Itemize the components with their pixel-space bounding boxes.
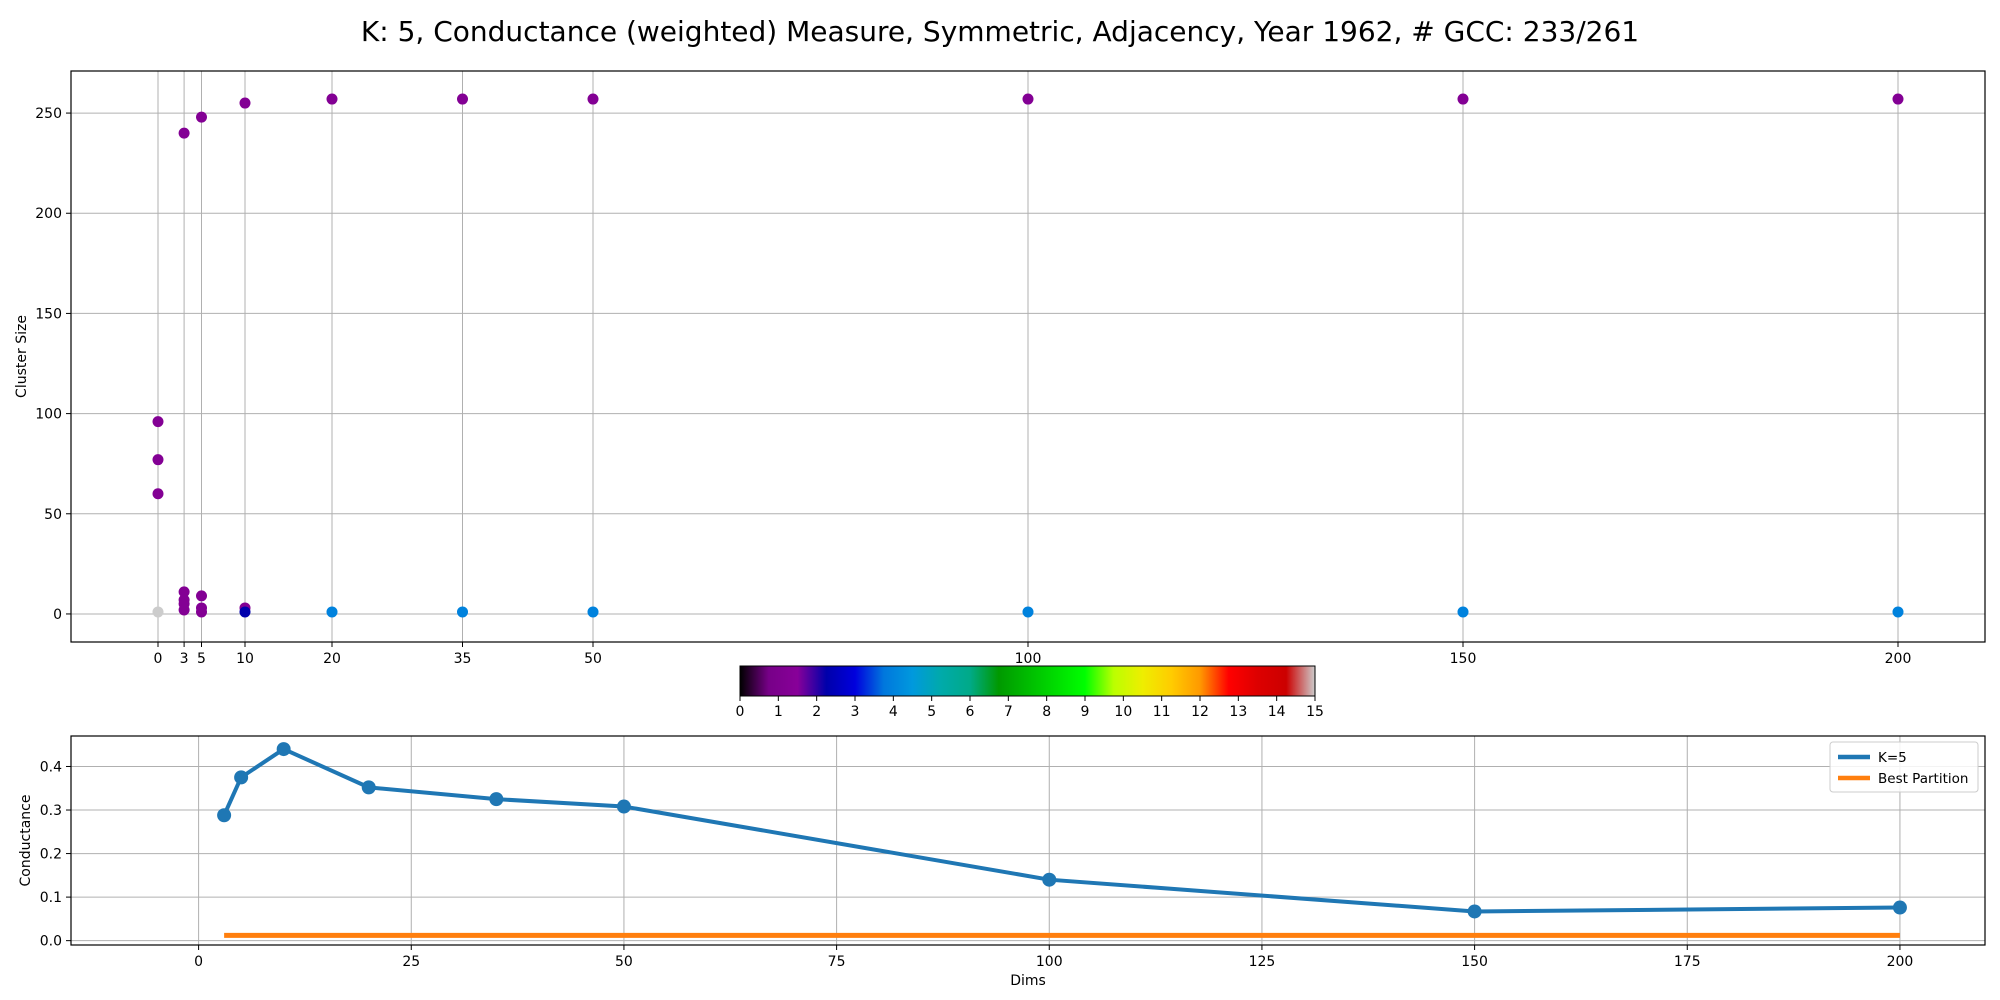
scatter-point — [196, 112, 207, 123]
colorbar: 0 1 2 3 4 5 6 7 8 9 10 11 12 13 14 15 — [736, 666, 1324, 720]
series-marker — [217, 808, 231, 822]
y-tick-label: 100 — [35, 407, 62, 423]
scatter-point — [1458, 94, 1469, 105]
legend-label: K=5 — [1878, 750, 1907, 766]
plot-frame — [71, 736, 1985, 945]
conductance-panel: 0 25 50 75 100 125 150 175 200 0.0 0.1 0.2 0.3 0.4 Dim… — [18, 736, 1985, 989]
x-tick-label: 25 — [402, 954, 420, 970]
cluster-size-panel: 0 3 5 10 20 35 50 100 150 200 0 50 100 150 200 250 Clust… — [14, 71, 1985, 667]
scatter-point — [179, 604, 190, 615]
legend: K=5 Best Partition — [1830, 742, 1978, 792]
x-tick-label: 150 — [1450, 651, 1477, 667]
x-tick-label: 175 — [1674, 954, 1701, 970]
x-tick-label: 75 — [828, 954, 846, 970]
scatter-point — [588, 94, 599, 105]
x-tick-label: 200 — [1887, 954, 1914, 970]
scatter-point — [1023, 606, 1034, 617]
x-tick-label: 5 — [197, 651, 206, 667]
series-marker — [617, 800, 631, 814]
series-marker — [1893, 901, 1907, 915]
y-axis-label: Cluster Size — [14, 315, 30, 398]
colorbar-tick-label: 7 — [1004, 704, 1013, 720]
scatter-point — [327, 94, 338, 105]
scatter-point — [153, 454, 164, 465]
y-tick-label: 0.0 — [40, 934, 62, 950]
scatter-point — [1893, 606, 1904, 617]
colorbar-tick-label: 4 — [889, 704, 898, 720]
y-tick-label: 0.2 — [40, 847, 62, 863]
colorbar-tick-label: 11 — [1153, 704, 1171, 720]
colorbar-tick-label: 13 — [1229, 704, 1247, 720]
x-tick-label: 50 — [584, 651, 602, 667]
x-tick-label: 100 — [1015, 651, 1042, 667]
x-tick-label: 150 — [1461, 954, 1488, 970]
colorbar-tick-label: 2 — [812, 704, 821, 720]
x-tick-label: 100 — [1036, 954, 1063, 970]
y-tick-label: 150 — [35, 306, 62, 322]
colorbar-tick-label: 0 — [736, 704, 745, 720]
scatter-point — [179, 128, 190, 139]
colorbar-tick-label: 10 — [1114, 704, 1132, 720]
series-line — [224, 749, 1900, 911]
colorbar-tick-label: 5 — [927, 704, 936, 720]
y-tick-label: 200 — [35, 206, 62, 222]
scatter-point — [240, 98, 251, 109]
chart-title: K: 5, Conductance (weighted) Measure, Sy… — [361, 15, 1639, 48]
scatter-point — [457, 606, 468, 617]
scatter-point — [196, 606, 207, 617]
series-marker — [1042, 873, 1056, 887]
colorbar-tick-label: 1 — [774, 704, 783, 720]
scatter-point — [153, 606, 164, 617]
series-marker — [277, 742, 291, 756]
scatter-point — [457, 94, 468, 105]
x-tick-label: 0 — [154, 651, 163, 667]
scatter-point — [153, 416, 164, 427]
colorbar-tick-label: 9 — [1081, 704, 1090, 720]
colorbar-tick-label: 6 — [966, 704, 975, 720]
scatter-point — [588, 606, 599, 617]
y-tick-label: 250 — [35, 106, 62, 122]
x-tick-label: 200 — [1885, 651, 1912, 667]
x-tick-label: 20 — [323, 651, 341, 667]
colorbar-tick-label: 8 — [1042, 704, 1051, 720]
scatter-point — [327, 606, 338, 617]
series-marker — [362, 780, 376, 794]
y-tick-label: 50 — [44, 507, 62, 523]
legend-label: Best Partition — [1878, 771, 1968, 787]
scatter-point — [1023, 94, 1034, 105]
scatter-point — [1458, 606, 1469, 617]
series-marker — [1468, 904, 1482, 918]
colorbar-tick-label: 14 — [1268, 704, 1286, 720]
x-tick-label: 125 — [1249, 954, 1276, 970]
series-marker — [234, 770, 248, 784]
y-tick-label: 0.4 — [40, 759, 62, 775]
scatter-point — [153, 488, 164, 499]
colorbar-tick-label: 15 — [1306, 704, 1324, 720]
colorbar-gradient — [740, 666, 1315, 696]
scatter-point — [240, 606, 251, 617]
y-tick-label: 0.3 — [40, 803, 62, 819]
x-tick-label: 35 — [454, 651, 472, 667]
colorbar-tick-label: 3 — [851, 704, 860, 720]
x-tick-label: 10 — [236, 651, 254, 667]
x-tick-label: 0 — [194, 954, 203, 970]
x-tick-label: 50 — [615, 954, 633, 970]
y-tick-label: 0 — [53, 607, 62, 623]
x-axis-label: Dims — [1010, 973, 1046, 989]
scatter-point — [1893, 94, 1904, 105]
series-marker — [489, 792, 503, 806]
x-tick-label: 3 — [180, 651, 189, 667]
y-tick-label: 0.1 — [40, 890, 62, 906]
y-axis-label: Conductance — [18, 795, 34, 887]
scatter-point — [196, 590, 207, 601]
colorbar-tick-label: 12 — [1191, 704, 1209, 720]
